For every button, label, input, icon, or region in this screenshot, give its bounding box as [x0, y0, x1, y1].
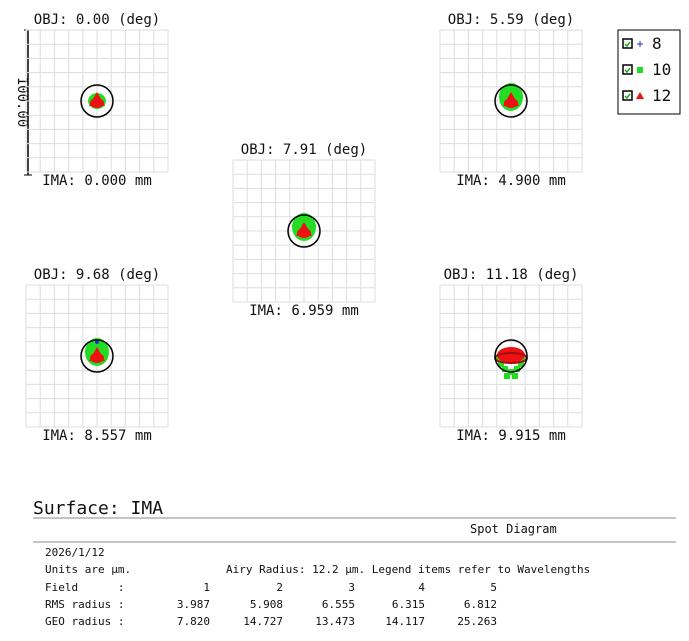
table-cell: 3 — [348, 581, 355, 594]
table-cell: 13.473 — [315, 615, 355, 628]
field-obj-label: OBJ: 0.00 (deg) — [34, 12, 160, 28]
field-ima-label: IMA: 4.900 mm — [456, 173, 566, 189]
report-units: Units are µm. — [45, 563, 131, 576]
table-cell: 4 — [418, 581, 425, 594]
spot-point — [512, 373, 518, 379]
report-date: 2026/1/12 — [45, 546, 105, 559]
legend-checkbox — [622, 90, 633, 101]
spot-core — [90, 353, 104, 363]
spot-point — [514, 366, 520, 372]
spot-core — [90, 98, 104, 108]
legend-check — [624, 93, 631, 100]
table-cell: 14.727 — [243, 615, 283, 628]
spot-point — [95, 340, 99, 344]
spot-cluster — [497, 347, 525, 363]
field-ima-label: IMA: 0.000 mm — [42, 173, 152, 189]
legend-check — [624, 41, 631, 48]
field-obj-label: OBJ: 7.91 (deg) — [241, 142, 367, 158]
scale-label: 100.00 — [14, 77, 30, 128]
report-title: Spot Diagram — [470, 522, 557, 536]
table-cell: 6.812 — [464, 598, 497, 611]
table-cell: 14.117 — [385, 615, 425, 628]
legend-checkbox — [622, 38, 633, 49]
spot-point — [518, 361, 524, 367]
table-cell: 5 — [490, 581, 497, 594]
table-cell: 3.987 — [177, 598, 210, 611]
legend-marker — [636, 92, 644, 99]
field-obj-label: OBJ: 5.59 (deg) — [448, 12, 574, 28]
spot-point — [502, 366, 508, 372]
table-cell: 25.263 — [457, 615, 497, 628]
table-cell: 7.820 — [177, 615, 210, 628]
spot-core — [297, 228, 311, 238]
row-label: RMS radius : — [45, 598, 124, 611]
spot-core — [504, 98, 518, 108]
legend-marker — [637, 41, 643, 47]
legend-marker — [637, 67, 643, 73]
table-cell: 5.908 — [250, 598, 283, 611]
field-obj-label: OBJ: 9.68 (deg) — [34, 267, 160, 283]
legend-checkbox — [622, 64, 633, 75]
surface-label: Surface: IMA — [33, 498, 163, 519]
field-obj-label: OBJ: 11.18 (deg) — [444, 267, 579, 283]
table-cell: 2 — [276, 581, 283, 594]
airy-disk — [80, 84, 114, 118]
row-label: GEO radius : — [45, 615, 124, 628]
field-ima-label: IMA: 9.915 mm — [456, 428, 566, 444]
table-cell: 6.555 — [322, 598, 355, 611]
airy-disk — [494, 339, 528, 373]
airy-disk — [287, 214, 321, 248]
legend-label: 10 — [652, 60, 671, 79]
report-airy: Airy Radius: 12.2 µm. Legend items refer… — [226, 563, 590, 576]
field-ima-label: IMA: 8.557 mm — [42, 428, 152, 444]
table-cell: 1 — [203, 581, 210, 594]
row-label: Field : — [45, 581, 124, 594]
legend-check — [624, 67, 631, 74]
airy-disk — [494, 84, 528, 118]
legend-label: 8 — [652, 34, 662, 53]
spot-point — [504, 373, 510, 379]
spot-point — [498, 361, 504, 367]
airy-disk — [80, 339, 114, 373]
table-cell: 6.315 — [392, 598, 425, 611]
field-ima-label: IMA: 6.959 mm — [249, 303, 359, 319]
legend-label: 12 — [652, 86, 671, 105]
